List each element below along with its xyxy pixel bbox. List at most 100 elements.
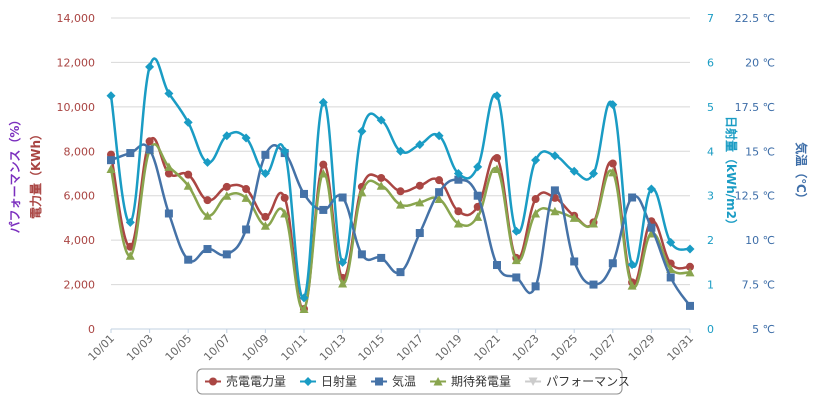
irradiance-point [106, 91, 116, 101]
power-axis-tick-label: 8,000 [64, 145, 96, 158]
expected-power-point [203, 211, 212, 220]
temperature-axis-tick-label: 22.5 ℃ [735, 12, 775, 25]
expected-power-point [492, 164, 502, 174]
temperature-point [473, 191, 482, 200]
expected-power-point [415, 197, 425, 207]
irradiance-point [685, 244, 695, 254]
sold-power-legend-marker [209, 377, 217, 386]
expected-power-point [434, 194, 444, 204]
sold-power-point [145, 137, 154, 146]
temperature-point [550, 186, 559, 195]
irradiance-point [338, 257, 348, 267]
temperature-legend-label[interactable]: 気温 [392, 374, 416, 389]
temperature-point [570, 257, 579, 266]
irradiance-point [357, 126, 367, 136]
expected-power-point [106, 164, 116, 174]
expected-power-legend-label[interactable]: 期待発電量 [451, 375, 511, 389]
temperature-point [686, 301, 694, 310]
sold-power-point [164, 169, 173, 178]
performance-legend-label[interactable]: パフォーマンス [546, 375, 630, 389]
irradiance-point [627, 260, 637, 270]
expected-power-point [685, 267, 695, 277]
sold-power-point [435, 176, 444, 185]
x-axis-tick-label: 10/05 [163, 332, 195, 364]
irradiance-axis-tick-label: 7 [707, 12, 714, 25]
x-axis-tick-label: 10/03 [124, 332, 156, 364]
irradiance-point [666, 237, 676, 247]
expected-power-point [550, 206, 560, 216]
temperature-point [628, 193, 637, 202]
sold-power-point [608, 159, 617, 168]
temperature-point [164, 209, 173, 218]
temperature-point [222, 250, 231, 259]
irradiance-axis-tick-label: 4 [707, 145, 714, 158]
temperature-point [242, 225, 251, 234]
x-axis-tick-label: 10/15 [356, 332, 388, 364]
temperature-axis-tick-label: 20 ℃ [745, 56, 775, 69]
expected-power-point [608, 167, 618, 177]
temperature-point [589, 280, 598, 289]
legend-box [196, 368, 623, 395]
sold-power-legend-label[interactable]: 売電電力量 [226, 374, 286, 389]
irradiance-legend-marker [303, 377, 313, 386]
expected-power-point [338, 278, 348, 288]
x-axis-tick-label: 10/19 [433, 332, 465, 364]
expected-power-point [164, 162, 174, 171]
expected-power-point [318, 169, 328, 178]
sold-power-point [415, 181, 424, 190]
temperature-axis-title: 気温（℃） [794, 142, 809, 205]
expected-power-point [396, 200, 405, 209]
sold-power-point [493, 153, 501, 162]
irradiance-point [531, 155, 541, 165]
temperature-point [145, 145, 154, 154]
temperature-point [261, 150, 270, 159]
temperature-point [493, 261, 501, 270]
irradiance-point [164, 89, 174, 99]
temperature-point [396, 268, 405, 277]
irradiance-point [453, 169, 463, 178]
temperature-point [415, 229, 424, 238]
expected-power-point [183, 181, 193, 190]
temperature-axis-tick-label: 17.5 ℃ [735, 101, 775, 114]
expected-power-point [241, 193, 251, 202]
irradiance-point [260, 169, 270, 178]
irradiance-legend-label[interactable]: 日射量 [321, 374, 357, 389]
expected-power-point [569, 213, 579, 222]
irradiance-point [608, 100, 618, 110]
x-axis-tick-label: 10/11 [279, 332, 311, 364]
temperature-point [338, 193, 347, 202]
sold-power-point [184, 170, 193, 179]
temperature-point [531, 282, 540, 291]
irradiance-point [280, 146, 290, 156]
temperature-point [377, 253, 386, 262]
x-axis-tick-label: 10/09 [240, 332, 272, 364]
irradiance-point [299, 293, 309, 303]
irradiance-point [589, 169, 598, 178]
irradiance-point [550, 151, 560, 161]
irradiance-point [511, 226, 521, 236]
sold-power-point [222, 182, 231, 191]
x-axis-tick-label: 10/27 [587, 332, 619, 364]
expected-power-point [222, 191, 232, 200]
irradiance-point [473, 162, 483, 172]
sold-power-point [261, 212, 270, 221]
irradiance-axis-tick-label: 1 [707, 279, 714, 292]
sold-power-point [203, 196, 212, 205]
performance-axis-title: パフォーマンス（%） [7, 114, 22, 234]
performance-legend-marker [528, 377, 538, 386]
irradiance-point [492, 91, 502, 101]
x-axis-tick-label: 10/17 [394, 332, 426, 364]
expected-power-point [357, 187, 367, 197]
x-axis-tick-label: 10/01 [86, 332, 118, 364]
sold-power-point [531, 195, 540, 204]
x-axis-tick-label: 10/21 [472, 332, 504, 364]
expected-power-point [125, 251, 135, 260]
temperature-axis-tick-label: 12.5 ℃ [735, 190, 775, 203]
expected-power-point [473, 212, 483, 221]
sold-power-point [377, 173, 386, 182]
temperature-point [666, 273, 675, 282]
irradiance-axis-tick-label: 5 [707, 101, 714, 114]
irradiance-point [646, 184, 656, 194]
irradiance-axis-tick-label: 3 [707, 190, 714, 203]
